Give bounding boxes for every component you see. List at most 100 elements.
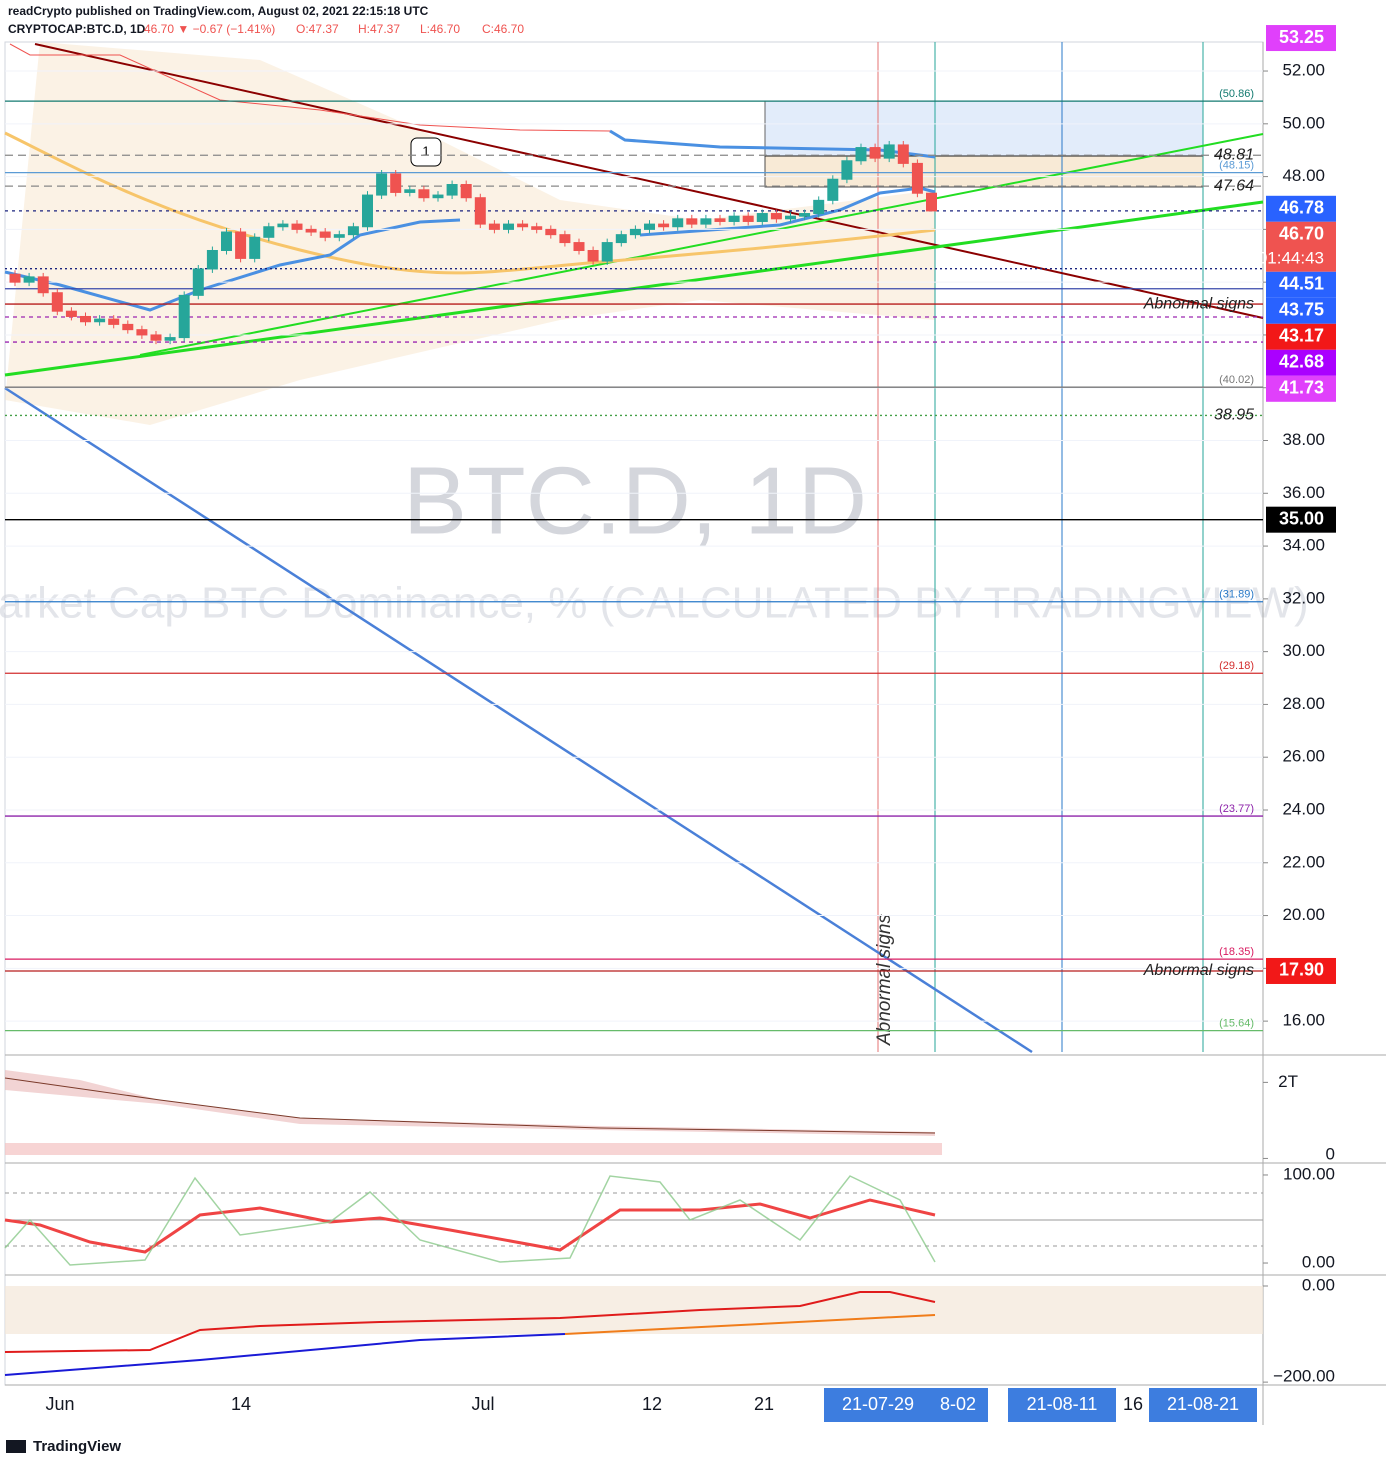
level-label: (50.86) <box>1219 88 1254 100</box>
candle-body <box>404 189 416 193</box>
candle-body <box>122 323 134 331</box>
x-tick-label: 14 <box>231 1394 251 1414</box>
candle-body <box>855 147 867 162</box>
candle-body <box>235 231 247 259</box>
candle-body <box>305 228 317 233</box>
candle-body <box>799 213 811 217</box>
y-tick-label: 38.00 <box>1282 430 1325 449</box>
candle-body <box>785 215 796 220</box>
price-tag-label: 35.00 <box>1279 508 1324 528</box>
candle-body <box>221 231 232 251</box>
candle-body <box>51 292 63 312</box>
candle-body <box>474 197 486 225</box>
indicator-line <box>4 1333 566 1376</box>
level-label: 47.64 <box>1214 177 1254 194</box>
candle-body <box>629 228 641 236</box>
volume-band <box>5 1070 935 1136</box>
candle-body <box>206 249 218 270</box>
price-tag <box>1266 195 1336 222</box>
price-tag <box>1266 506 1336 533</box>
level-label: 48.81 <box>1214 146 1254 163</box>
candle-body <box>601 242 613 262</box>
price-tag-label: 46.70 <box>1279 224 1324 244</box>
candle-body <box>291 223 303 230</box>
pane-tick-label: 0.00 <box>1302 1253 1335 1272</box>
level-label: Abnormal signs <box>1143 295 1254 312</box>
time-tag <box>930 1388 988 1422</box>
volume-ma <box>4 1077 936 1134</box>
candle-body <box>827 178 839 201</box>
indicator-line <box>564 1314 936 1335</box>
price-tag <box>1266 323 1336 350</box>
candle-body <box>686 218 698 225</box>
price-tag-label: 44.51 <box>1279 274 1324 294</box>
candle-body <box>883 144 895 159</box>
pane-tick-label: 100.00 <box>1283 1164 1335 1183</box>
candle-body <box>65 310 77 317</box>
level-label: (18.35) <box>1219 946 1254 958</box>
candle-body <box>897 144 909 164</box>
y-tick-label: 34.00 <box>1282 536 1325 555</box>
candle-body <box>587 249 599 262</box>
candle-body <box>277 223 289 228</box>
price-tag-label: 43.17 <box>1279 326 1324 346</box>
x-tick-label: 8-02 <box>940 1394 976 1414</box>
candle-body <box>418 189 430 199</box>
y-tick-label: 22.00 <box>1282 852 1325 871</box>
pane-tick-label: 2T <box>1278 1072 1298 1091</box>
level-label: 38.95 <box>1214 407 1254 424</box>
candle-body <box>347 226 359 236</box>
candle-body <box>390 173 402 193</box>
time-tag <box>1008 1388 1116 1422</box>
level-label: Abnormal signs <box>1143 962 1254 979</box>
candle-body <box>150 334 162 341</box>
price-tag-label: 42.68 <box>1279 352 1324 372</box>
trend-line <box>4 386 1033 1054</box>
pane-tick-label: 0 <box>1326 1144 1335 1163</box>
x-tick-label: 21-07-29 <box>842 1394 914 1414</box>
y-tick-label: 48.00 <box>1282 166 1325 185</box>
candle-body <box>517 223 529 228</box>
trend-line <box>139 133 1264 356</box>
candle-body <box>869 147 881 159</box>
candle-body <box>80 315 91 323</box>
callout-text: 1 <box>422 143 429 158</box>
candle-body <box>94 318 106 323</box>
candle-body <box>728 215 740 222</box>
price-tag-label: 43.75 <box>1279 300 1324 320</box>
ohlc-field: H:47.37 <box>358 22 400 36</box>
candle-body <box>841 160 853 180</box>
candle-body <box>333 234 345 238</box>
pane-tick-label: −200.00 <box>1273 1366 1335 1385</box>
candle-body <box>23 276 35 283</box>
candle-body <box>192 268 204 296</box>
candle-body <box>432 194 444 199</box>
vertical-annotation: Abnormal signs <box>874 914 895 1046</box>
callout <box>410 137 442 167</box>
x-tick-label: 16 <box>1123 1394 1143 1414</box>
time-tag <box>824 1388 932 1422</box>
candle-body <box>503 223 514 230</box>
candle-body <box>644 223 655 230</box>
candle-body <box>573 242 585 251</box>
brand: TradingView <box>33 1438 121 1455</box>
indicator-line <box>4 1291 936 1353</box>
volume-bars <box>5 1143 942 1155</box>
price-tag <box>1266 957 1336 984</box>
cloud <box>5 42 935 425</box>
candle-body <box>911 162 923 194</box>
candle-body <box>742 215 754 222</box>
moving-average <box>4 131 936 275</box>
y-tick-label: 26.00 <box>1282 747 1325 766</box>
candle-body <box>813 199 825 215</box>
publisher: readCrypto published on TradingView.com,… <box>8 4 429 18</box>
candle-body <box>178 294 190 339</box>
oscillator <box>4 1198 936 1254</box>
moving-average <box>9 43 611 132</box>
price-tag-label: 17.90 <box>1279 960 1324 980</box>
candle-body <box>446 184 458 196</box>
candle-body <box>263 226 275 238</box>
candle-body <box>926 192 937 212</box>
x-tick-label: Jul <box>471 1394 494 1414</box>
